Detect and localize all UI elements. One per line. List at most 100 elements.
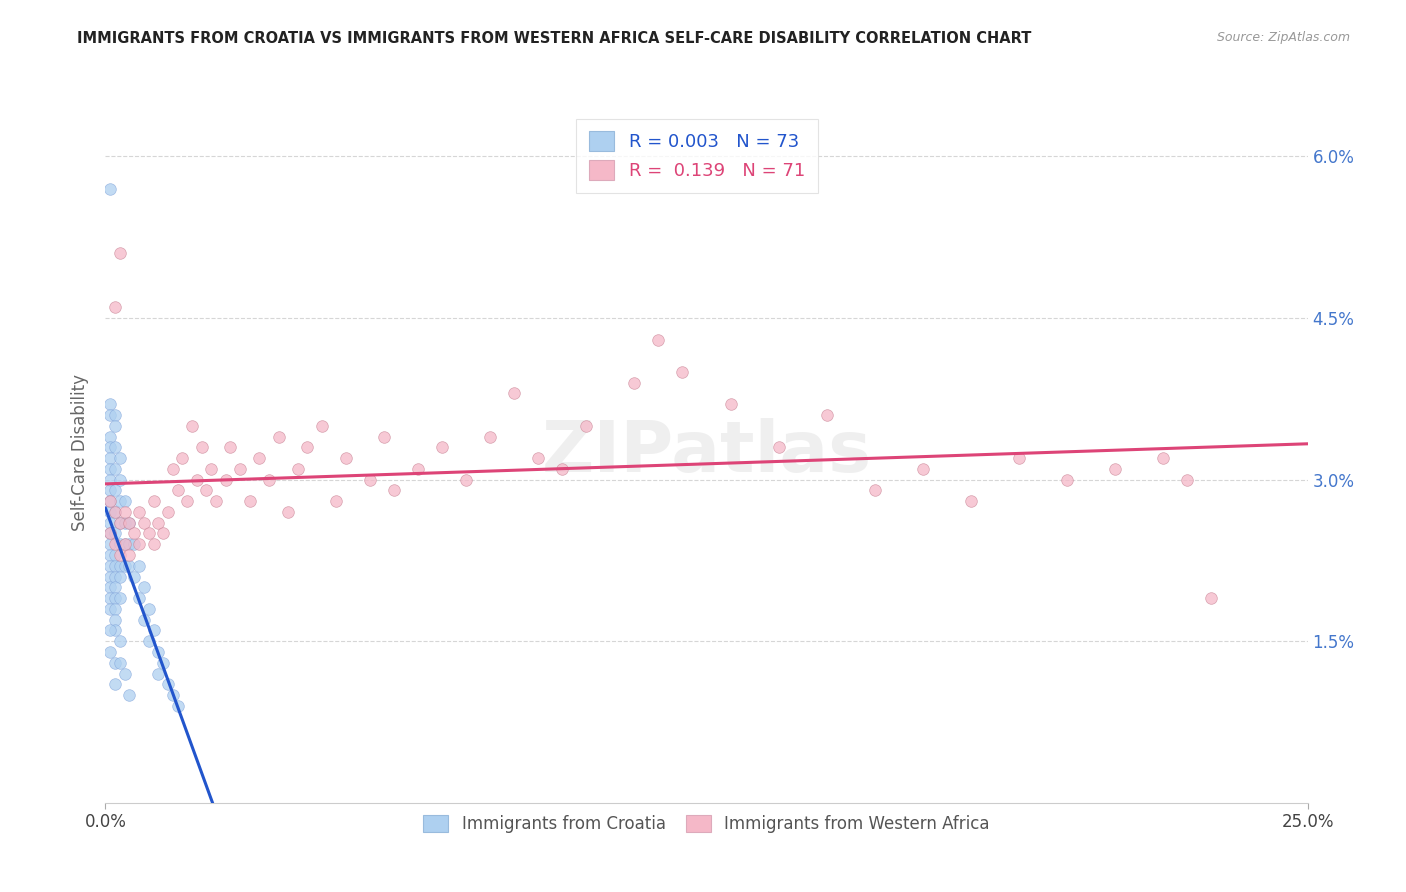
Point — [166, 698, 188, 713]
Point — [132, 580, 155, 594]
Point — [114, 558, 136, 573]
Point — [108, 558, 131, 573]
Point — [104, 624, 127, 638]
Point — [114, 494, 136, 508]
Point — [108, 591, 131, 606]
Point — [382, 483, 405, 498]
Point — [267, 429, 290, 443]
Point — [104, 408, 127, 422]
Point — [359, 473, 381, 487]
Point — [108, 656, 131, 670]
Point — [104, 656, 127, 670]
Point — [720, 397, 742, 411]
Point — [104, 300, 127, 314]
Point — [148, 666, 170, 681]
Point — [98, 494, 121, 508]
Legend: Immigrants from Croatia, Immigrants from Western Africa: Immigrants from Croatia, Immigrants from… — [416, 808, 997, 840]
Point — [104, 677, 127, 691]
Text: ZIPatlas: ZIPatlas — [541, 418, 872, 487]
Point — [98, 558, 121, 573]
Point — [98, 537, 121, 551]
Point — [104, 569, 127, 583]
Point — [108, 516, 131, 530]
Point — [98, 483, 121, 498]
Point — [98, 602, 121, 616]
Point — [98, 462, 121, 476]
Point — [104, 548, 127, 562]
Point — [114, 666, 136, 681]
Point — [247, 451, 270, 466]
Point — [132, 516, 155, 530]
Point — [108, 516, 131, 530]
Point — [960, 494, 983, 508]
Point — [124, 537, 146, 551]
Point — [456, 473, 478, 487]
Point — [671, 365, 693, 379]
Point — [205, 494, 228, 508]
Point — [104, 613, 127, 627]
Point — [98, 451, 121, 466]
Point — [1152, 451, 1174, 466]
Point — [195, 483, 218, 498]
Point — [108, 548, 131, 562]
Point — [219, 440, 242, 454]
Point — [166, 483, 188, 498]
Point — [287, 462, 309, 476]
Point — [1201, 591, 1223, 606]
Point — [132, 613, 155, 627]
Point — [551, 462, 574, 476]
Point — [104, 580, 127, 594]
Point — [108, 246, 131, 260]
Point — [118, 548, 141, 562]
Point — [98, 473, 121, 487]
Point — [104, 440, 127, 454]
Point — [118, 688, 141, 702]
Point — [118, 537, 141, 551]
Point — [108, 494, 131, 508]
Point — [104, 505, 127, 519]
Y-axis label: Self-Care Disability: Self-Care Disability — [72, 374, 90, 532]
Text: Source: ZipAtlas.com: Source: ZipAtlas.com — [1216, 31, 1350, 45]
Point — [138, 526, 160, 541]
Point — [118, 516, 141, 530]
Point — [156, 677, 179, 691]
Point — [98, 505, 121, 519]
Point — [430, 440, 453, 454]
Point — [479, 429, 502, 443]
Point — [128, 558, 150, 573]
Point — [142, 624, 165, 638]
Point — [98, 526, 121, 541]
Point — [172, 451, 194, 466]
Point — [138, 602, 160, 616]
Point — [114, 537, 136, 551]
Point — [815, 408, 838, 422]
Point — [1104, 462, 1126, 476]
Point — [186, 473, 208, 487]
Point — [768, 440, 790, 454]
Point — [104, 462, 127, 476]
Point — [138, 634, 160, 648]
Point — [239, 494, 262, 508]
Point — [98, 591, 121, 606]
Point — [190, 440, 212, 454]
Point — [98, 569, 121, 583]
Point — [406, 462, 429, 476]
Point — [98, 182, 121, 196]
Point — [108, 473, 131, 487]
Point — [98, 580, 121, 594]
Point — [623, 376, 645, 390]
Point — [98, 408, 121, 422]
Point — [162, 688, 184, 702]
Point — [98, 645, 121, 659]
Point — [503, 386, 526, 401]
Point — [128, 537, 150, 551]
Point — [98, 526, 121, 541]
Point — [98, 624, 121, 638]
Point — [335, 451, 357, 466]
Point — [108, 634, 131, 648]
Point — [128, 591, 150, 606]
Point — [647, 333, 669, 347]
Point — [257, 473, 280, 487]
Point — [152, 526, 174, 541]
Point — [98, 429, 121, 443]
